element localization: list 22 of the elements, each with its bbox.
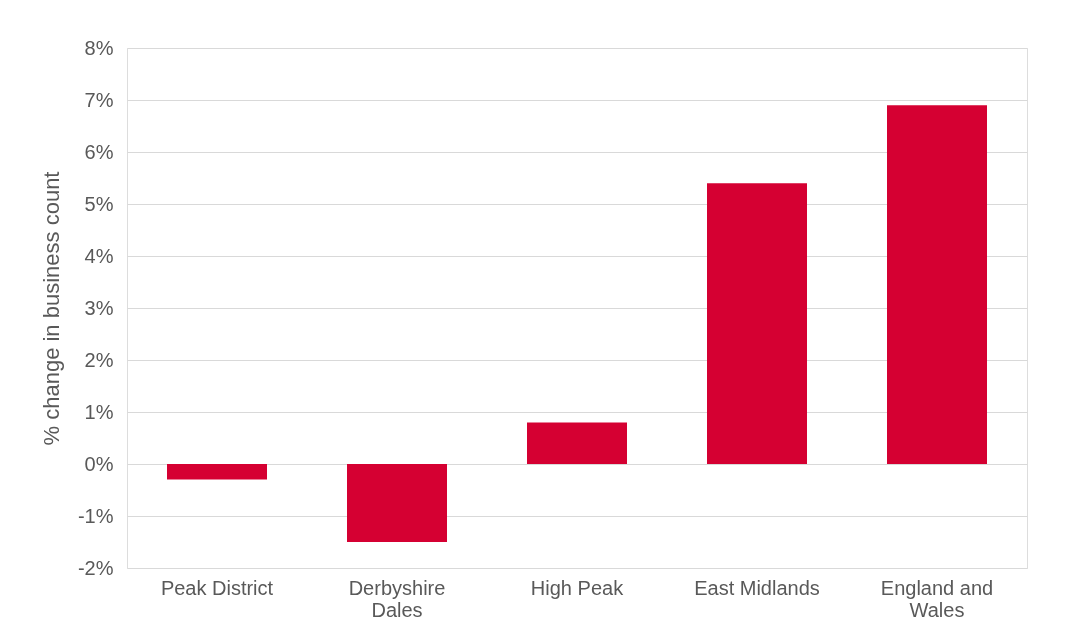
x-tick-label: Peak District <box>160 576 274 599</box>
bar <box>707 183 807 464</box>
y-tick-label: -2% <box>77 556 114 579</box>
y-tick-label: 2% <box>84 348 114 371</box>
x-tick-label: High Peak <box>530 576 625 599</box>
y-tick-label: 0% <box>84 452 114 475</box>
y-tick-label: 5% <box>84 192 114 215</box>
x-tick-label: Derbyshire Dales <box>348 576 446 621</box>
y-tick-label: 6% <box>84 140 114 163</box>
bar <box>347 464 447 542</box>
y-tick-label: -1% <box>77 504 114 527</box>
x-tick-label: England and Wales <box>880 576 994 621</box>
bar <box>527 422 627 464</box>
y-tick-label: 3% <box>84 296 114 319</box>
x-tick-label: East Midlands <box>694 576 820 599</box>
y-tick-label: 7% <box>84 88 114 111</box>
y-tick-label: 4% <box>84 244 114 267</box>
y-tick-label: 8% <box>84 36 114 59</box>
bar <box>167 464 267 480</box>
y-tick-label: 1% <box>84 400 114 423</box>
y-axis-title: % change in business count <box>38 171 64 446</box>
bar <box>887 105 987 464</box>
